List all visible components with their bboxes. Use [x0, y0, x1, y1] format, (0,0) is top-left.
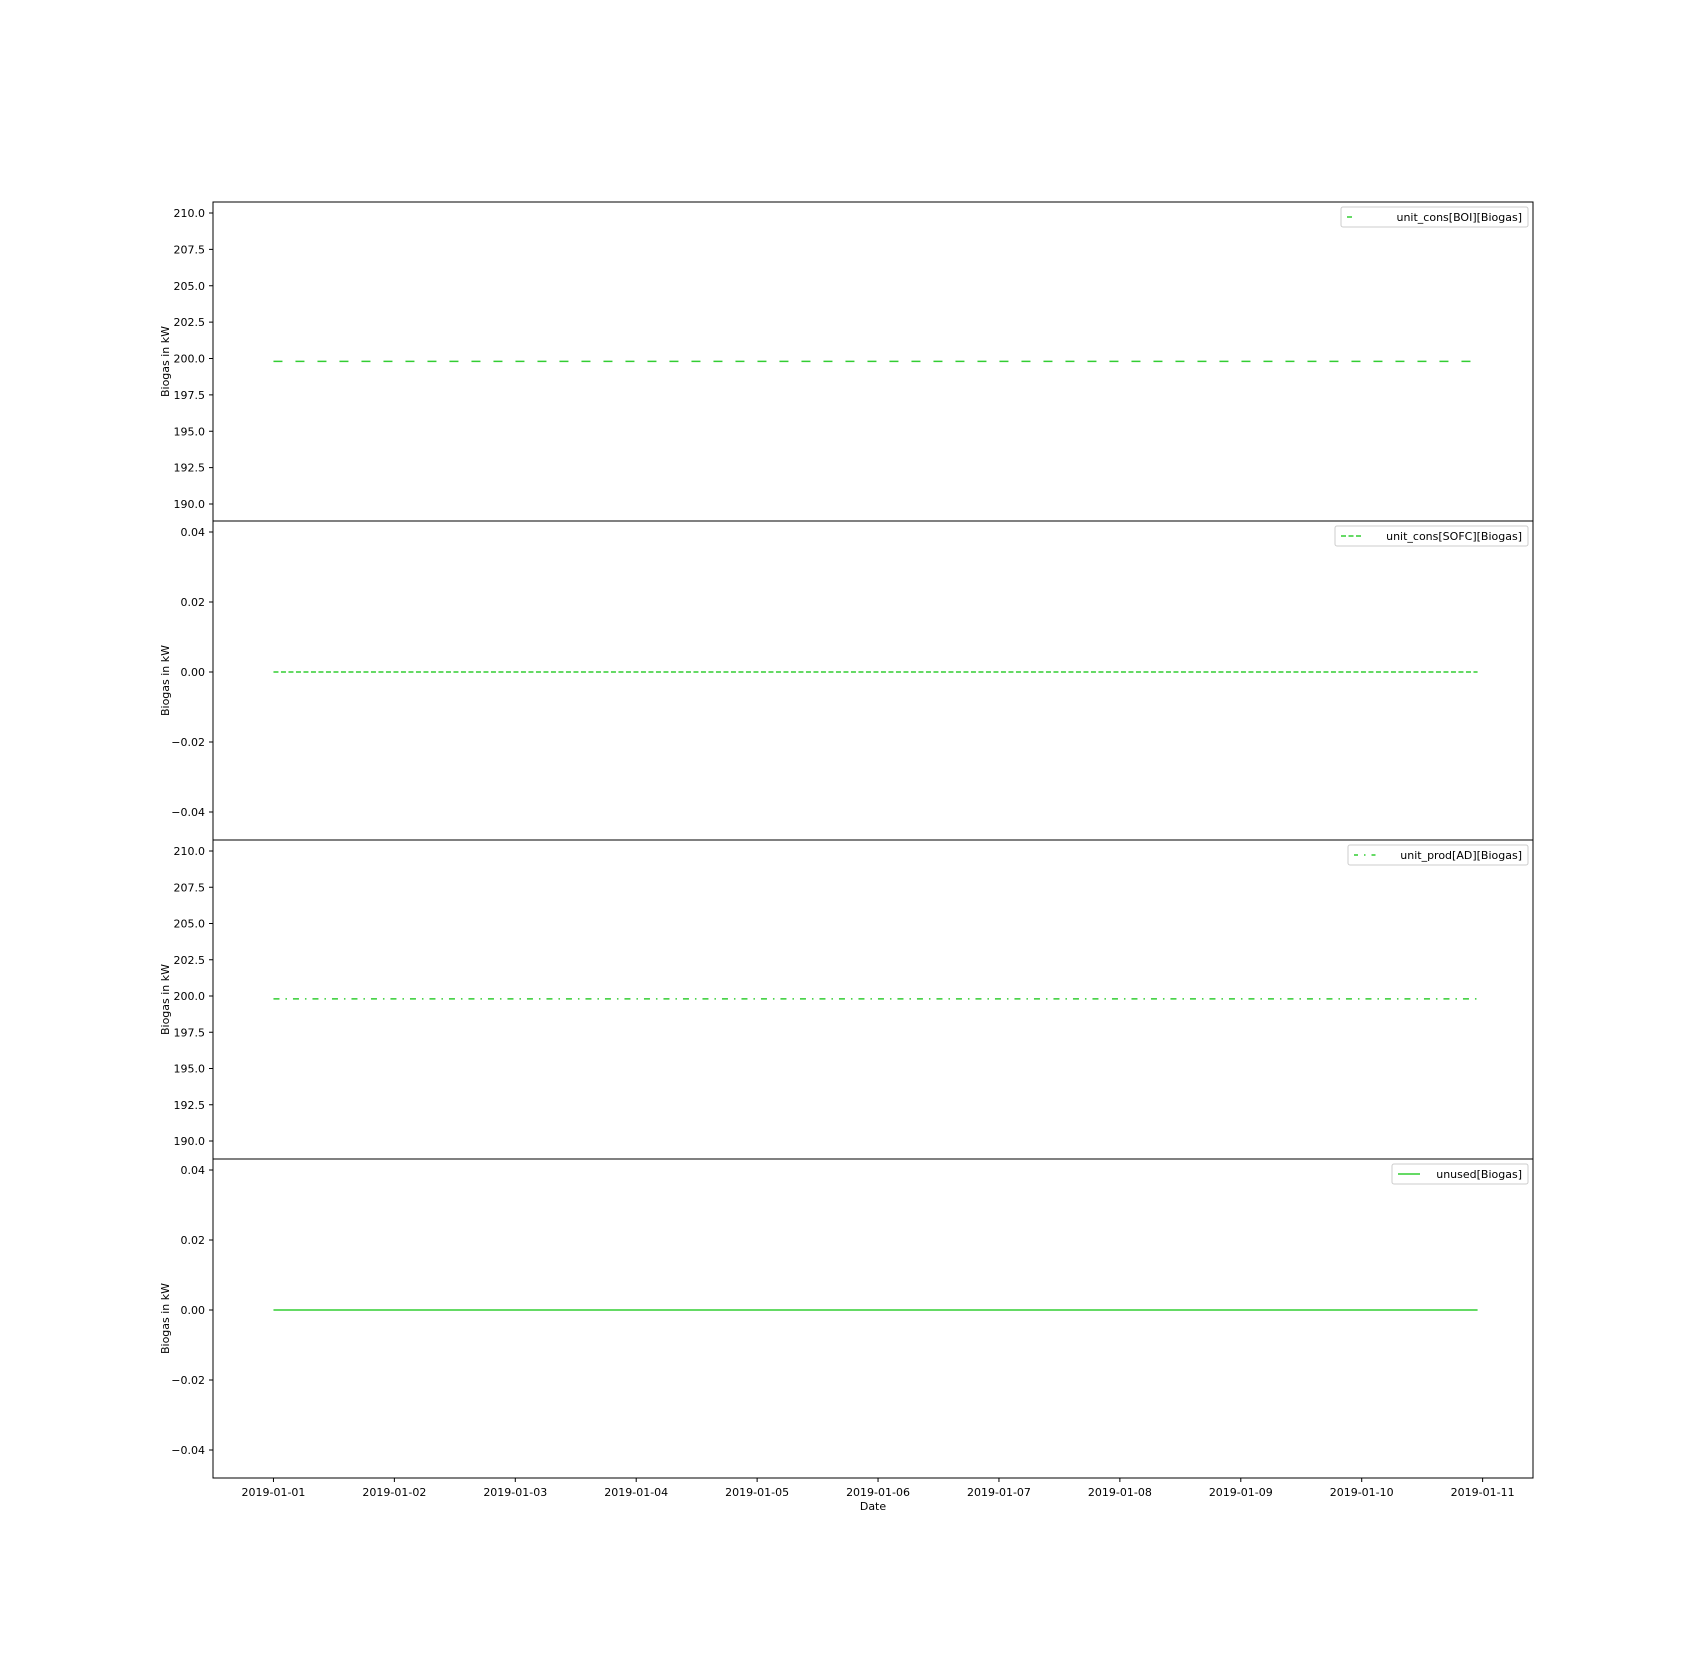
y-tick-label: −0.04 — [171, 1444, 205, 1457]
legend-box — [1334, 525, 1529, 547]
x-tick-label: 2019-01-02 — [362, 1486, 426, 1499]
y-axis-label: Biogas in kW — [159, 1283, 172, 1354]
subplot-1: 190.0 192.5 195.0 197.5 200.0 202.5 205.0 207.5… — [159, 201, 1534, 522]
y-tick-label: 0.04 — [181, 1164, 206, 1177]
y-tick-label: 190.0 — [174, 1135, 206, 1148]
subplot-4: −0.04 −0.02 0.00 0.02 0.04 Biogas in kW unused… — [159, 1158, 1534, 1479]
x-tick-label: 2019-01-07 — [967, 1486, 1031, 1499]
legend-label: unit_cons[SOFC][Biogas] — [1386, 530, 1522, 543]
y-tick-label: 207.5 — [174, 243, 206, 256]
y-tick-label: 197.5 — [174, 389, 206, 402]
y-tick-label: −0.02 — [171, 736, 205, 749]
legend-label: unused[Biogas] — [1436, 1168, 1522, 1181]
y-tick-label: −0.04 — [171, 806, 205, 819]
y-tick-label: 200.0 — [174, 353, 206, 366]
x-axis-label: Date — [860, 1500, 887, 1513]
subplot-2: −0.04 −0.02 0.00 0.02 0.04 Biogas in kW unit_c… — [159, 520, 1534, 841]
legend: unused[Biogas] — [1391, 1163, 1529, 1185]
legend-box — [1340, 206, 1529, 228]
legend: unit_prod[AD][Biogas] — [1347, 844, 1529, 866]
x-tick-label: 2019-01-04 — [604, 1486, 668, 1499]
y-tick-label: 205.0 — [174, 280, 206, 293]
y-tick-label: 202.5 — [174, 316, 206, 329]
y-tick-label: 205.0 — [174, 918, 206, 931]
legend-box — [1391, 1163, 1529, 1185]
y-tick-label: 207.5 — [174, 881, 206, 894]
y-tick-label: 0.00 — [181, 1304, 206, 1317]
x-tick-label: 2019-01-03 — [483, 1486, 547, 1499]
y-tick-label: −0.02 — [171, 1374, 205, 1387]
x-tick-label: 2019-01-06 — [846, 1486, 910, 1499]
legend-label: unit_cons[BOI][Biogas] — [1396, 211, 1522, 224]
y-tick-label: 195.0 — [174, 1063, 206, 1076]
x-tick-label: 2019-01-11 — [1451, 1486, 1515, 1499]
x-tick-label: 2019-01-05 — [725, 1486, 789, 1499]
y-tick-label: 192.5 — [174, 462, 206, 475]
y-axis-label: Biogas in kW — [159, 964, 172, 1035]
legend-box — [1347, 844, 1529, 866]
y-tick-label: 0.00 — [181, 666, 206, 679]
x-tick-label: 2019-01-01 — [241, 1486, 305, 1499]
x-tick-label: 2019-01-08 — [1088, 1486, 1152, 1499]
y-tick-label: 0.02 — [181, 596, 206, 609]
x-axis: 2019-01-01 2019-01-02 2019-01-03 2019-01-04… — [241, 1478, 1515, 1513]
y-tick-label: 200.0 — [174, 990, 206, 1003]
axes-frame — [212, 1158, 1534, 1479]
y-tick-label: 210.0 — [174, 845, 206, 858]
legend: unit_cons[BOI][Biogas] — [1340, 206, 1529, 228]
y-tick-label: 0.04 — [181, 526, 206, 539]
legend-label: unit_prod[AD][Biogas] — [1400, 849, 1522, 862]
y-axis-label: Biogas in kW — [159, 645, 172, 716]
y-tick-label: 0.02 — [181, 1234, 206, 1247]
y-tick-label: 202.5 — [174, 954, 206, 967]
legend: unit_cons[SOFC][Biogas] — [1334, 525, 1529, 547]
y-tick-label: 195.0 — [174, 425, 206, 438]
y-tick-label: 197.5 — [174, 1026, 206, 1039]
y-tick-label: 192.5 — [174, 1099, 206, 1112]
x-tick-label: 2019-01-10 — [1330, 1486, 1394, 1499]
y-tick-label: 190.0 — [174, 498, 206, 511]
y-axis-label: Biogas in kW — [159, 326, 172, 397]
y-tick-label: 210.0 — [174, 207, 206, 220]
x-tick-label: 2019-01-09 — [1209, 1486, 1273, 1499]
